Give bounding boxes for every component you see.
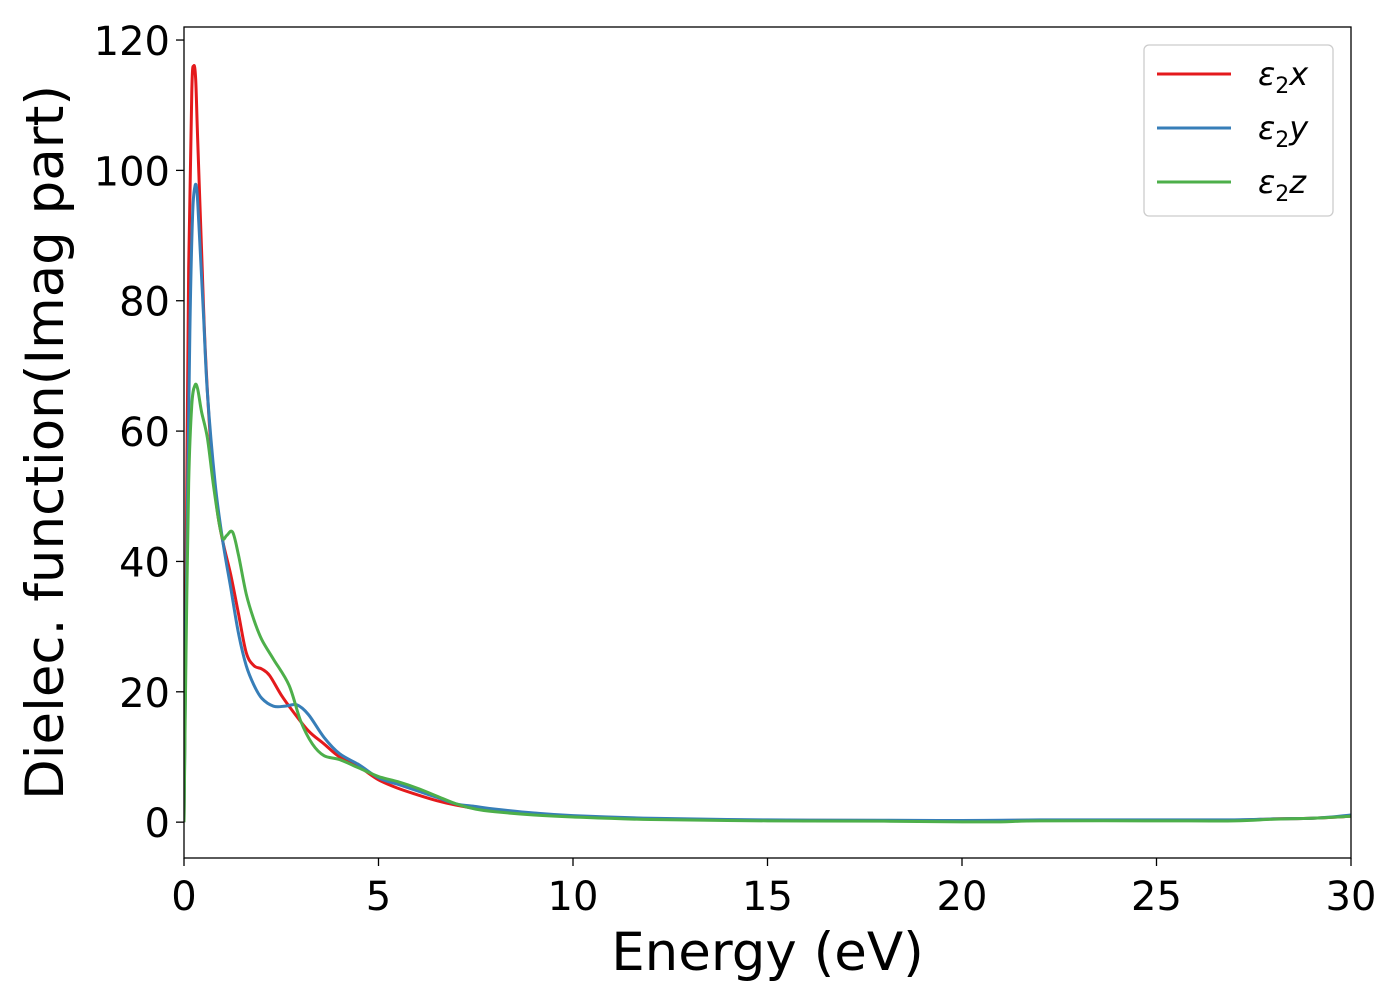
y-tick-label-80: 80 (119, 280, 170, 326)
series-line-z (184, 382, 1351, 824)
x-tick-label-5: 5 (366, 874, 391, 920)
x-tick-label-10: 10 (548, 874, 599, 920)
legend: ε2x ε2y ε2z (1143, 44, 1334, 217)
series-line-y (184, 182, 1351, 823)
y-tick-label-20: 20 (119, 671, 170, 717)
y-tick-label-120: 120 (94, 19, 170, 65)
x-tick-label-15: 15 (742, 874, 793, 920)
legend-label-z: ε2z (1258, 163, 1307, 207)
plot-lines (184, 64, 1351, 824)
x-tick-label-25: 25 (1131, 874, 1182, 920)
y-tick-label-100: 100 (94, 149, 170, 195)
y-tick-label-0: 0 (145, 801, 170, 847)
x-tick-label-30: 30 (1326, 874, 1377, 920)
y-axis-title: Dielec. function(Imag part) (15, 85, 76, 800)
axes: 0 5 10 15 20 25 30 0 20 40 60 80 100 120 Energy (eV) Di… (15, 19, 1376, 983)
y-tick-label-60: 60 (119, 410, 170, 456)
legend-label-x: ε2x (1258, 55, 1309, 99)
x-axis-title: Energy (eV) (611, 922, 924, 983)
legend-box (1143, 44, 1334, 217)
x-tick-label-0: 0 (171, 874, 196, 920)
legend-label-y: ε2y (1258, 109, 1309, 153)
y-tick-label-40: 40 (119, 540, 170, 586)
x-tick-label-20: 20 (937, 874, 988, 920)
